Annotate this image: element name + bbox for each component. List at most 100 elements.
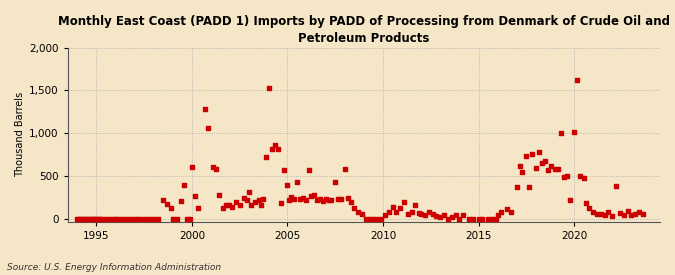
Point <box>431 213 442 218</box>
Point <box>87 217 98 221</box>
Point <box>416 212 427 216</box>
Point <box>559 175 570 179</box>
Point <box>202 126 213 130</box>
Point <box>200 107 211 112</box>
Point <box>562 174 573 178</box>
Point <box>171 217 182 221</box>
Point <box>395 206 406 210</box>
Point <box>309 193 320 197</box>
Point <box>278 168 289 172</box>
Point <box>345 200 356 205</box>
Point <box>420 213 431 217</box>
Point <box>108 217 119 221</box>
Point <box>410 203 421 208</box>
Point <box>435 214 446 219</box>
Point <box>506 210 516 214</box>
Point <box>217 205 228 210</box>
Point <box>368 217 379 221</box>
Point <box>298 196 308 200</box>
Point <box>599 213 610 217</box>
Point <box>414 211 425 215</box>
Point <box>614 211 625 215</box>
Point <box>133 217 144 221</box>
Point <box>192 206 203 210</box>
Point <box>464 217 475 221</box>
Point <box>349 206 360 210</box>
Point <box>260 154 271 159</box>
Point <box>574 174 585 178</box>
Point <box>584 206 595 210</box>
Point <box>317 199 328 203</box>
Point <box>165 206 176 210</box>
Point <box>588 210 599 214</box>
Point <box>364 217 375 221</box>
Point <box>540 159 551 163</box>
Point <box>342 196 353 200</box>
Point <box>321 196 331 201</box>
Point <box>281 183 292 187</box>
Point <box>531 166 541 170</box>
Point <box>264 86 275 90</box>
Point <box>383 210 394 214</box>
Point <box>402 212 413 216</box>
Point <box>137 217 148 221</box>
Point <box>467 217 478 221</box>
Point <box>284 198 295 202</box>
Point <box>446 214 457 219</box>
Point <box>399 200 410 204</box>
Point <box>292 180 302 185</box>
Point <box>330 180 341 185</box>
Point <box>578 176 589 180</box>
Point <box>335 196 346 201</box>
Point <box>517 170 528 174</box>
Point <box>533 150 544 155</box>
Point <box>289 197 300 202</box>
Point <box>162 202 173 206</box>
Point <box>618 213 629 217</box>
Point <box>85 217 96 221</box>
Point <box>76 217 86 221</box>
Point <box>439 213 450 217</box>
Point <box>294 197 305 202</box>
Point <box>376 217 387 221</box>
Point <box>84 217 95 221</box>
Point <box>144 217 155 221</box>
Point <box>175 199 186 203</box>
Point <box>630 212 641 217</box>
Point <box>514 164 525 168</box>
Point <box>568 130 579 135</box>
Point <box>603 210 614 214</box>
Point <box>353 210 364 214</box>
Point <box>246 203 256 208</box>
Point <box>315 196 325 201</box>
Point <box>95 217 106 221</box>
Point <box>114 217 125 221</box>
Point <box>234 203 245 208</box>
Point <box>427 211 438 216</box>
Point <box>186 165 197 169</box>
Point <box>524 184 535 189</box>
Point <box>591 212 602 216</box>
Point <box>637 212 648 216</box>
Point <box>242 198 252 202</box>
Point <box>82 217 92 221</box>
Point <box>333 197 344 202</box>
Point <box>167 217 178 221</box>
Point <box>443 217 454 221</box>
Point <box>211 166 221 171</box>
Point <box>80 217 90 221</box>
Point <box>487 217 497 221</box>
Point <box>118 217 129 221</box>
Point <box>477 217 488 221</box>
Point <box>250 200 261 204</box>
Y-axis label: Thousand Barrels: Thousand Barrels <box>15 92 25 177</box>
Point <box>185 217 196 221</box>
Point <box>74 217 84 221</box>
Point <box>227 205 238 209</box>
Point <box>267 147 277 151</box>
Point <box>391 210 402 214</box>
Point <box>454 217 465 221</box>
Point <box>97 217 107 221</box>
Text: Source: U.S. Energy Information Administration: Source: U.S. Energy Information Administ… <box>7 263 221 272</box>
Point <box>78 217 88 221</box>
